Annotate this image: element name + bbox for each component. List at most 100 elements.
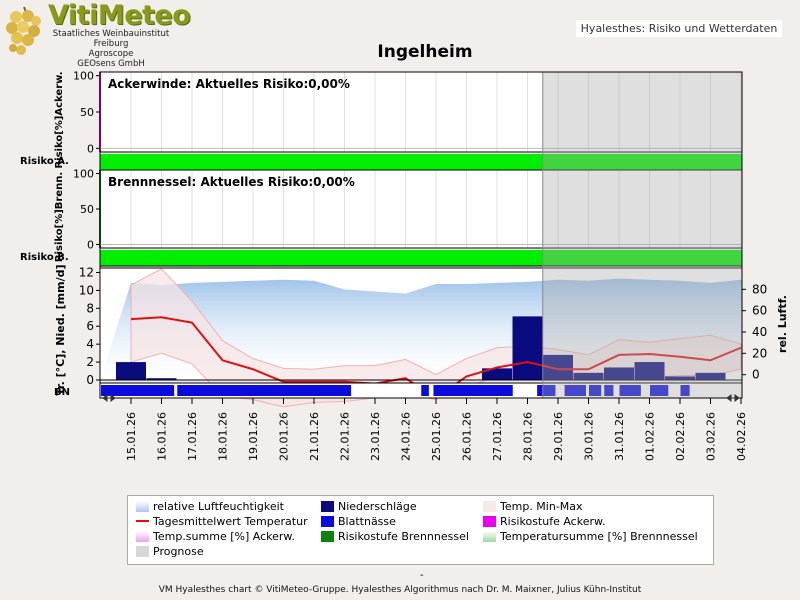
xtick-label: 23.01.26 (369, 412, 382, 461)
risk-panel-bg (100, 170, 742, 248)
logo-sub-line: Staatliches Weinbauinstitut Freiburg (52, 29, 170, 49)
xtick-label: 29.01.26 (552, 412, 565, 461)
ytick-right-label: 0 (752, 368, 760, 382)
risk-level-band (100, 154, 742, 170)
ytick-label: 50 (80, 203, 94, 216)
logo-sub-line: GEOsens GmbH (77, 59, 145, 69)
xtick-label: 19.01.26 (247, 412, 260, 461)
footer-dash: - (420, 570, 424, 581)
legend-item: Niederschläge (321, 500, 417, 514)
bn-label: BN (54, 387, 70, 398)
legend-label: Blattnässe (338, 515, 396, 528)
band-label: Risiko B. (20, 252, 69, 263)
ytick-label: 6 (86, 319, 94, 333)
xtick-label: 25.01.26 (430, 412, 443, 461)
scroll-right-icon (726, 394, 740, 402)
leaf-wetness-segment (433, 385, 513, 396)
legend-item: Tagesmittelwert Temperatur (136, 515, 308, 529)
ytick-right-label: 80 (752, 282, 767, 296)
legend-item: Blattnässe (321, 515, 396, 529)
legend-swatch (483, 531, 496, 542)
ytick-label: 100 (73, 168, 94, 181)
ytick-label: 2 (86, 355, 94, 369)
chart-frame (99, 71, 743, 399)
precip-bar (512, 316, 543, 380)
leaf-wetness-segment (421, 385, 429, 396)
leaf-wetness-segment (619, 385, 641, 396)
legend-swatch (136, 520, 149, 522)
xtick-label: 28.01.26 (522, 412, 535, 461)
xtick-label: 02.02.26 (674, 412, 687, 461)
ytick-label: 4 (86, 337, 94, 351)
precip-bar (695, 372, 726, 380)
xtick-label: 21.01.26 (308, 412, 321, 461)
xtick-label: 27.01.26 (491, 412, 504, 461)
legend-swatch (321, 501, 334, 512)
legend-item: relative Luftfeuchtigkeit (136, 500, 284, 514)
risk-panel-bg (100, 72, 742, 152)
leaf-wetness-segment (589, 385, 602, 396)
ytick-right-label: 40 (752, 325, 767, 339)
leaf-wetness-segment (177, 385, 352, 396)
xtick-label: 31.01.26 (613, 412, 626, 461)
legend-label: Temp.summe [%] Ackerw. (153, 530, 295, 543)
ytick-label: 0 (87, 142, 94, 155)
ytick-label: 12 (79, 265, 94, 279)
risk-ylabel: Risiko[%]Brenn. (54, 172, 65, 262)
risk-level-band (100, 250, 742, 266)
logo-title: VitiMeteo (48, 0, 191, 31)
ytick-label: 100 (73, 70, 94, 83)
legend-label: Temperatursumme [%] Brennnessel (500, 530, 698, 543)
legend-swatch (136, 531, 149, 542)
page-title: Ingelheim (377, 42, 473, 62)
precip-bar (634, 362, 665, 380)
ytick-right-label: 20 (752, 346, 767, 360)
legend-swatch (136, 546, 149, 557)
legend-label: Risikostufe Ackerw. (500, 515, 606, 528)
weather-ylabel-left: Tr. [°C], Nied. [mm/d] (54, 265, 67, 396)
xtick-label: 15.01.26 (125, 412, 138, 461)
xtick-label: 18.01.26 (217, 412, 230, 461)
precip-bar (573, 372, 604, 380)
xtick-label: 01.02.26 (644, 412, 657, 461)
legend-swatch (483, 501, 496, 512)
legend: relative Luftfeuchtigkeit Niederschläge … (127, 495, 714, 565)
legend-item: Temperatursumme [%] Brennnessel (483, 530, 698, 544)
legend-item: Temp.summe [%] Ackerw. (136, 530, 295, 544)
scroll-left-icon (102, 394, 116, 402)
leaf-wetness-segment (604, 385, 614, 396)
risk-annotation: Ackerwinde: Aktuelles Risiko:0,00% (108, 77, 350, 91)
leaf-wetness-segment (537, 385, 556, 396)
leaf-wetness-segment (101, 385, 175, 396)
xtick-label: 17.01.26 (186, 412, 199, 461)
legend-swatch (483, 516, 496, 527)
legend-item: Temp. Min-Max (483, 500, 583, 514)
xtick-label: 20.01.26 (278, 412, 291, 461)
xtick-label: 03.02.26 (705, 412, 718, 461)
leaf-wetness-segment (564, 385, 586, 396)
xtick-label: 30.01.26 (583, 412, 596, 461)
precip-bar (116, 362, 146, 380)
app-label: Hyalesthes: Risiko und Wetterdaten (576, 20, 782, 37)
logo-sub-line: Agroscope (88, 49, 134, 59)
weather-ylabel-right: rel. Luftf. (776, 295, 789, 353)
xtick-label: 26.01.26 (461, 412, 474, 461)
legend-label: Niederschläge (338, 500, 417, 513)
ytick-label: 8 (86, 301, 94, 315)
xtick-label: 16.01.26 (156, 412, 169, 461)
precip-bar (482, 368, 512, 380)
legend-swatch (321, 516, 334, 527)
footer-credit: VM Hyalesthes chart © VitiMeteo-Gruppe. … (158, 585, 642, 595)
band-label: Risiko A. (20, 156, 69, 167)
legend-label: Prognose (153, 545, 204, 558)
ytick-label: 0 (87, 238, 94, 251)
grape-logo-icon (6, 6, 41, 55)
leaf-wetness-segment (650, 385, 669, 396)
forecast-overlay (542, 72, 742, 398)
precip-bar (665, 376, 695, 380)
ytick-right-label: 60 (752, 304, 767, 318)
ytick-label: 10 (79, 283, 94, 297)
precip-bar (604, 367, 634, 380)
ytick-label: 50 (80, 106, 94, 119)
